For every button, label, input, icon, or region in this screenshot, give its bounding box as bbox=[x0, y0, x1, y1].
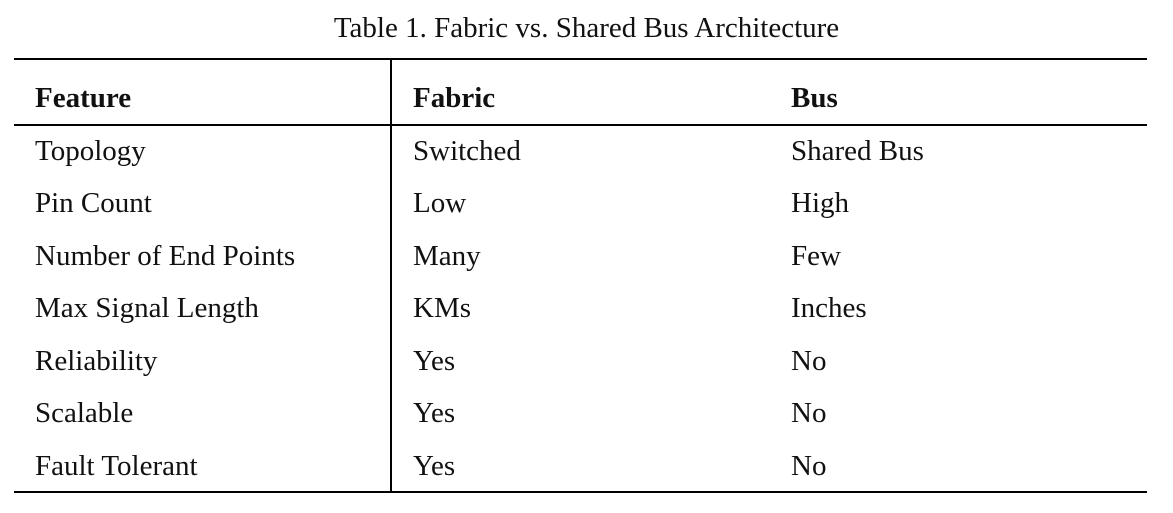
cell-feature: Pin Count bbox=[35, 187, 152, 219]
column-divider bbox=[390, 60, 392, 491]
table-row: Topology Switched Shared Bus bbox=[0, 125, 1173, 177]
cell-bus: No bbox=[791, 450, 827, 482]
cell-fabric: KMs bbox=[413, 292, 472, 324]
cell-feature: Reliability bbox=[35, 345, 158, 377]
table-header-row: Feature Fabric Bus bbox=[0, 72, 1173, 124]
table-row: Number of End Points Many Few bbox=[0, 230, 1173, 282]
cell-fabric: Switched bbox=[413, 135, 521, 167]
cell-feature: Fault Tolerant bbox=[35, 450, 198, 482]
table-row: Reliability Yes No bbox=[0, 335, 1173, 387]
cell-fabric: Yes bbox=[413, 397, 456, 429]
cell-feature: Number of End Points bbox=[35, 240, 296, 272]
cell-bus: Few bbox=[791, 240, 841, 272]
table-caption: Table 1. Fabric vs. Shared Bus Architect… bbox=[333, 12, 840, 44]
cell-feature: Max Signal Length bbox=[35, 292, 259, 324]
table-bottom-rule bbox=[14, 491, 1147, 493]
header-feature: Feature bbox=[35, 82, 132, 114]
table-row: Scalable Yes No bbox=[0, 387, 1173, 439]
table-top-rule bbox=[14, 58, 1147, 60]
table-row: Max Signal Length KMs Inches bbox=[0, 282, 1173, 334]
cell-bus: No bbox=[791, 345, 827, 377]
cell-fabric: Many bbox=[413, 240, 481, 272]
cell-bus: No bbox=[791, 397, 827, 429]
table-row: Pin Count Low High bbox=[0, 177, 1173, 229]
table-header-rule bbox=[14, 124, 1147, 126]
header-bus: Bus bbox=[791, 82, 838, 114]
header-fabric: Fabric bbox=[413, 82, 496, 114]
table-row: Fault Tolerant Yes No bbox=[0, 440, 1173, 492]
cell-fabric: Low bbox=[413, 187, 467, 219]
cell-bus: Inches bbox=[791, 292, 867, 324]
cell-fabric: Yes bbox=[413, 450, 456, 482]
cell-feature: Topology bbox=[35, 135, 146, 167]
cell-feature: Scalable bbox=[35, 397, 134, 429]
cell-bus: Shared Bus bbox=[791, 135, 924, 167]
cell-fabric: Yes bbox=[413, 345, 456, 377]
cell-bus: High bbox=[791, 187, 849, 219]
